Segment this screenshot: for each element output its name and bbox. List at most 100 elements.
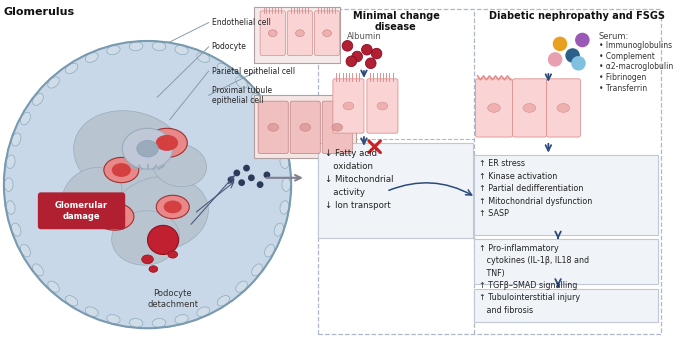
Ellipse shape: [264, 112, 275, 125]
Ellipse shape: [300, 123, 310, 131]
Ellipse shape: [4, 178, 13, 191]
FancyBboxPatch shape: [319, 143, 473, 238]
Text: ↑ Pro-inflammatory
   cytokines (IL-1β, IL18 and
   TNF)
↑ TGFβ–SMAD signalling: ↑ Pro-inflammatory cytokines (IL-1β, IL1…: [479, 244, 590, 290]
Text: Proximal tubule
epithelial cell: Proximal tubule epithelial cell: [212, 86, 272, 105]
FancyBboxPatch shape: [475, 79, 512, 137]
Circle shape: [352, 51, 362, 62]
Ellipse shape: [168, 251, 177, 258]
Ellipse shape: [12, 133, 21, 146]
Bar: [254, 95, 356, 158]
Ellipse shape: [33, 264, 43, 276]
Ellipse shape: [62, 167, 122, 221]
Ellipse shape: [86, 307, 98, 317]
Ellipse shape: [48, 281, 60, 292]
Ellipse shape: [74, 111, 188, 200]
Ellipse shape: [137, 140, 158, 157]
Ellipse shape: [488, 104, 500, 112]
Ellipse shape: [149, 266, 158, 272]
Ellipse shape: [280, 201, 289, 214]
Ellipse shape: [153, 144, 207, 187]
Ellipse shape: [129, 42, 143, 51]
Text: Glomerulus: Glomerulus: [4, 7, 75, 17]
Text: Parietal epithelial cell: Parietal epithelial cell: [212, 67, 295, 75]
FancyBboxPatch shape: [473, 239, 658, 284]
Circle shape: [243, 165, 250, 172]
FancyBboxPatch shape: [473, 289, 658, 322]
Ellipse shape: [295, 30, 304, 37]
Ellipse shape: [129, 319, 143, 327]
Ellipse shape: [155, 135, 178, 151]
Circle shape: [371, 48, 382, 59]
FancyBboxPatch shape: [290, 101, 321, 154]
Circle shape: [342, 40, 353, 51]
Circle shape: [238, 179, 245, 186]
Ellipse shape: [274, 223, 284, 236]
Ellipse shape: [142, 255, 153, 264]
Ellipse shape: [66, 63, 78, 74]
Text: Podocyte
detachment: Podocyte detachment: [147, 289, 198, 309]
FancyBboxPatch shape: [473, 155, 658, 235]
FancyBboxPatch shape: [258, 101, 288, 154]
Ellipse shape: [33, 93, 43, 105]
Ellipse shape: [197, 53, 210, 62]
Ellipse shape: [282, 178, 290, 191]
Ellipse shape: [217, 296, 229, 306]
Ellipse shape: [343, 102, 353, 110]
Text: ↓ Fatty acid
   oxidation
↓ Mitochondrial
   activity
↓ Ion transport: ↓ Fatty acid oxidation ↓ Mitochondrial a…: [325, 149, 394, 211]
Circle shape: [264, 172, 271, 178]
Circle shape: [548, 52, 562, 67]
Ellipse shape: [268, 123, 279, 131]
FancyBboxPatch shape: [512, 79, 547, 137]
Circle shape: [553, 37, 567, 51]
Bar: [254, 7, 340, 63]
FancyBboxPatch shape: [322, 101, 352, 154]
Circle shape: [257, 181, 264, 188]
Ellipse shape: [236, 281, 247, 292]
Text: • Transferrin: • Transferrin: [599, 84, 647, 93]
Ellipse shape: [523, 104, 536, 112]
Ellipse shape: [264, 244, 275, 257]
Text: Endothelial cell: Endothelial cell: [212, 18, 271, 27]
Ellipse shape: [12, 223, 21, 236]
Circle shape: [248, 174, 255, 181]
Circle shape: [234, 169, 240, 176]
Ellipse shape: [332, 123, 342, 131]
Ellipse shape: [48, 77, 60, 88]
Circle shape: [362, 44, 372, 55]
Circle shape: [346, 56, 357, 67]
Ellipse shape: [86, 53, 98, 62]
Ellipse shape: [147, 225, 179, 255]
Ellipse shape: [156, 195, 189, 218]
Text: Glomerular
damage: Glomerular damage: [55, 201, 108, 221]
Ellipse shape: [251, 93, 262, 105]
FancyBboxPatch shape: [333, 79, 364, 133]
Ellipse shape: [123, 128, 173, 169]
Ellipse shape: [164, 201, 182, 213]
FancyBboxPatch shape: [367, 79, 398, 133]
Text: • Complement: • Complement: [599, 52, 655, 61]
Text: Serum:: Serum:: [599, 32, 629, 41]
Ellipse shape: [107, 315, 120, 324]
FancyBboxPatch shape: [547, 79, 580, 137]
Text: Minimal change
disease: Minimal change disease: [353, 11, 439, 33]
Text: Podocyte: Podocyte: [212, 42, 247, 51]
Circle shape: [365, 58, 376, 69]
Ellipse shape: [557, 104, 570, 112]
Ellipse shape: [175, 315, 188, 324]
Circle shape: [571, 56, 586, 71]
Ellipse shape: [112, 176, 208, 251]
Ellipse shape: [95, 203, 134, 230]
Ellipse shape: [175, 46, 188, 55]
Ellipse shape: [197, 307, 210, 317]
Ellipse shape: [217, 63, 229, 74]
Ellipse shape: [147, 128, 187, 157]
Ellipse shape: [236, 77, 247, 88]
Ellipse shape: [107, 46, 120, 55]
Ellipse shape: [377, 102, 388, 110]
Circle shape: [227, 176, 234, 183]
Circle shape: [575, 33, 590, 47]
Text: Diabetic nephropathy and FSGS: Diabetic nephropathy and FSGS: [490, 11, 665, 21]
Ellipse shape: [104, 157, 139, 183]
FancyBboxPatch shape: [38, 192, 125, 229]
Ellipse shape: [112, 163, 131, 177]
